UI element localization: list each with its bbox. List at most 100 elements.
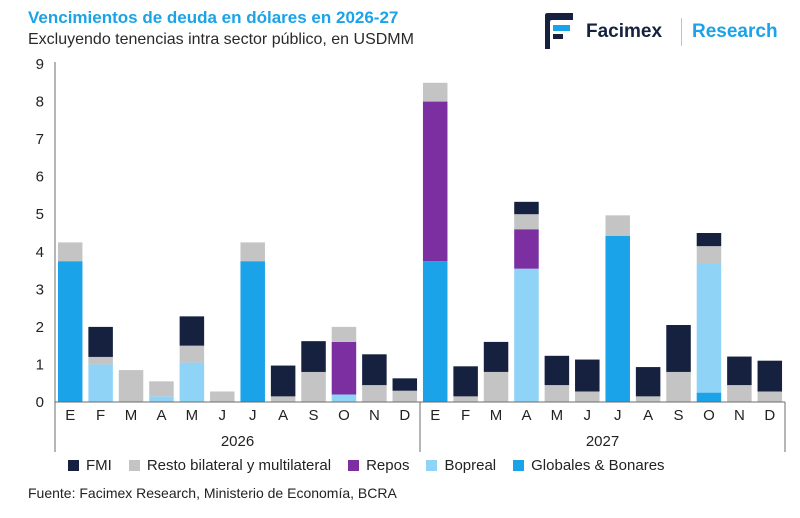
legend-swatch xyxy=(513,460,525,471)
bar-segment xyxy=(635,367,661,397)
legend-item: Resto bilateral y multilateral xyxy=(128,457,332,474)
legend-label: Globales & Bonares xyxy=(531,457,665,474)
x-tick-label: O xyxy=(338,407,350,424)
x-tick-label: S xyxy=(674,407,684,424)
x-tick-label: F xyxy=(461,407,470,424)
bar-segment xyxy=(544,385,570,402)
y-tick-label: 8 xyxy=(36,94,44,111)
bar-segment xyxy=(422,261,448,402)
bar-segment xyxy=(544,355,570,386)
legend-label: Bopreal xyxy=(444,457,497,474)
y-tick-label: 2 xyxy=(36,319,44,336)
bar-segment xyxy=(514,201,539,215)
bar-segment xyxy=(240,261,265,402)
x-tick-label: F xyxy=(96,407,105,424)
bar-segment xyxy=(331,394,357,402)
facimex-logo-icon xyxy=(545,13,573,49)
x-tick-label: N xyxy=(734,407,745,424)
bar-segment xyxy=(149,396,174,402)
bar-segment xyxy=(301,341,326,372)
bar-segment xyxy=(696,233,722,247)
bar-segment xyxy=(727,356,752,386)
x-tick-label: J xyxy=(614,407,622,424)
group-label: 2026 xyxy=(221,433,254,450)
legend-item: Bopreal xyxy=(426,457,496,474)
legend-item: FMI xyxy=(68,457,112,474)
bar-segment xyxy=(331,341,357,395)
x-tick-label: A xyxy=(156,407,166,424)
bar-segment xyxy=(392,378,418,391)
bar-segment xyxy=(88,326,113,357)
bar-segment xyxy=(57,261,83,402)
legend-label: Repos xyxy=(366,457,410,474)
bar-segment xyxy=(240,242,265,262)
bar-segment xyxy=(362,385,387,402)
x-tick-label: J xyxy=(584,407,592,424)
y-tick-label: 4 xyxy=(36,244,44,261)
bar-segment xyxy=(696,246,722,264)
x-tick-label: O xyxy=(703,407,715,424)
legend-item: Globales & Bonares xyxy=(513,457,665,474)
legend-swatch xyxy=(128,460,140,471)
bar-segment xyxy=(514,268,539,402)
facimex-logo: Facimex Research xyxy=(543,12,793,52)
chart-legend: FMI Resto bilateral y multilateral Repos Bo… xyxy=(68,457,682,474)
bar-segment xyxy=(270,365,296,397)
x-tick-label: E xyxy=(65,407,75,424)
legend-label: Resto bilateral y multilateral xyxy=(146,457,332,474)
bar-segment xyxy=(453,396,478,402)
bar-segment xyxy=(605,236,630,402)
bar-segment xyxy=(422,101,448,262)
bar-segment xyxy=(179,316,205,346)
bar-segment xyxy=(88,356,113,365)
bar-segment xyxy=(362,354,387,386)
x-tick-label: M xyxy=(490,407,503,424)
y-tick-label: 7 xyxy=(36,131,44,148)
x-tick-label: S xyxy=(309,407,319,424)
legend-swatch xyxy=(348,460,360,471)
y-tick-label: 3 xyxy=(36,281,44,298)
y-tick-label: 6 xyxy=(36,169,44,186)
bar-segment xyxy=(210,391,235,402)
bar-segment xyxy=(118,370,144,402)
bar-segment xyxy=(514,229,539,269)
y-tick-label: 0 xyxy=(36,394,44,411)
x-tick-label: J xyxy=(249,407,257,424)
source-note: Fuente: Facimex Research, Ministerio de … xyxy=(28,485,397,501)
x-tick-label: A xyxy=(521,407,531,424)
bar-segment xyxy=(666,371,691,402)
y-tick-label: 1 xyxy=(36,356,44,373)
bar-segment xyxy=(696,263,722,393)
logo-divider xyxy=(681,18,682,46)
bar-segment xyxy=(757,360,783,392)
bar-segment xyxy=(57,242,83,262)
bar-segment xyxy=(270,396,296,402)
x-tick-label: M xyxy=(186,407,199,424)
legend-label: FMI xyxy=(86,457,112,474)
bar-segment xyxy=(696,392,722,402)
bar-segment xyxy=(88,364,113,402)
x-tick-label: D xyxy=(399,407,410,424)
chart-title: Vencimientos de deuda en dólares en 2026… xyxy=(28,8,399,27)
x-tick-label: A xyxy=(643,407,653,424)
bar-segment xyxy=(331,326,357,342)
x-tick-label: E xyxy=(430,407,440,424)
bar-segment xyxy=(149,381,174,397)
bar-segment xyxy=(575,359,600,392)
bar-segment xyxy=(453,366,478,397)
bar-segment xyxy=(757,391,783,402)
bar-segment xyxy=(483,371,509,402)
bar-segment xyxy=(301,371,326,402)
legend-swatch xyxy=(426,460,438,471)
legend-swatch xyxy=(68,460,79,471)
bar-segment xyxy=(483,341,509,372)
bar-segment xyxy=(514,214,539,230)
x-tick-label: A xyxy=(278,407,288,424)
bar-segment xyxy=(179,345,205,363)
brand-research: Research xyxy=(692,21,778,42)
bar-segment xyxy=(392,390,418,402)
bar-segment xyxy=(422,82,448,102)
bar-segment xyxy=(179,362,205,402)
y-tick-label: 9 xyxy=(36,56,44,73)
bar-segment xyxy=(635,396,661,402)
